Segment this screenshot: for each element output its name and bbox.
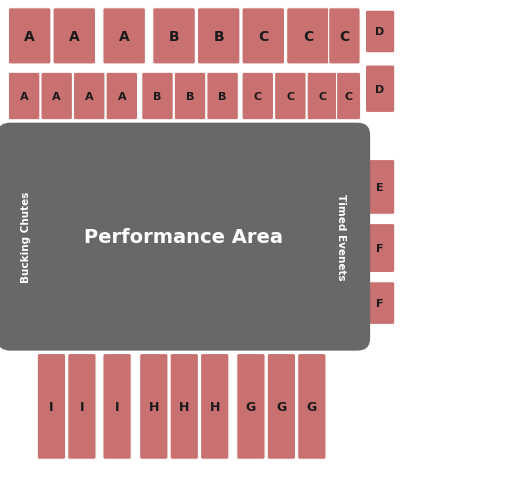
Text: A: A	[119, 30, 130, 44]
FancyBboxPatch shape	[53, 9, 96, 65]
Text: H: H	[209, 400, 220, 413]
Text: G: G	[307, 400, 317, 413]
FancyBboxPatch shape	[37, 354, 66, 459]
FancyBboxPatch shape	[275, 73, 306, 121]
Text: G: G	[246, 400, 256, 413]
FancyBboxPatch shape	[298, 354, 326, 459]
Text: G: G	[276, 400, 287, 413]
Text: A: A	[24, 30, 35, 44]
FancyBboxPatch shape	[41, 73, 72, 121]
Text: D: D	[375, 85, 385, 94]
FancyBboxPatch shape	[242, 73, 274, 121]
FancyBboxPatch shape	[68, 354, 96, 459]
FancyBboxPatch shape	[365, 160, 395, 215]
Text: A: A	[118, 92, 126, 102]
Text: B: B	[153, 92, 162, 102]
Text: C: C	[258, 30, 268, 44]
Text: B: B	[213, 30, 224, 44]
FancyBboxPatch shape	[153, 9, 195, 65]
Text: A: A	[20, 92, 28, 102]
Text: E: E	[376, 182, 384, 193]
Text: D: D	[375, 28, 385, 37]
Text: A: A	[85, 92, 93, 102]
Text: C: C	[339, 30, 350, 44]
FancyBboxPatch shape	[267, 354, 296, 459]
FancyBboxPatch shape	[197, 9, 240, 65]
Text: Bucking Chutes: Bucking Chutes	[21, 192, 32, 283]
FancyBboxPatch shape	[8, 73, 40, 121]
FancyBboxPatch shape	[365, 66, 395, 113]
FancyBboxPatch shape	[140, 354, 168, 459]
FancyBboxPatch shape	[170, 354, 198, 459]
FancyBboxPatch shape	[329, 9, 360, 65]
Text: I: I	[49, 400, 54, 413]
Text: B: B	[186, 92, 194, 102]
Text: H: H	[149, 400, 159, 413]
Text: H: H	[179, 400, 190, 413]
FancyBboxPatch shape	[103, 9, 145, 65]
FancyBboxPatch shape	[142, 73, 173, 121]
Text: F: F	[376, 299, 384, 308]
FancyBboxPatch shape	[74, 73, 105, 121]
FancyBboxPatch shape	[0, 123, 370, 351]
Text: C: C	[254, 92, 262, 102]
Text: Performance Area: Performance Area	[84, 227, 284, 247]
FancyBboxPatch shape	[365, 224, 395, 273]
FancyBboxPatch shape	[337, 73, 361, 121]
Text: I: I	[80, 400, 84, 413]
Text: C: C	[303, 30, 313, 44]
FancyBboxPatch shape	[237, 354, 265, 459]
FancyBboxPatch shape	[106, 73, 138, 121]
Text: I: I	[115, 400, 119, 413]
Text: C: C	[286, 92, 295, 102]
Text: A: A	[52, 92, 61, 102]
Text: Timed Evenets: Timed Evenets	[336, 194, 346, 280]
FancyBboxPatch shape	[103, 354, 131, 459]
FancyBboxPatch shape	[307, 73, 339, 121]
FancyBboxPatch shape	[365, 282, 395, 325]
FancyBboxPatch shape	[174, 73, 206, 121]
FancyBboxPatch shape	[201, 354, 229, 459]
FancyBboxPatch shape	[207, 73, 238, 121]
FancyBboxPatch shape	[287, 9, 329, 65]
Text: A: A	[69, 30, 80, 44]
FancyBboxPatch shape	[8, 9, 51, 65]
Text: B: B	[169, 30, 180, 44]
Text: C: C	[319, 92, 327, 102]
Text: B: B	[218, 92, 227, 102]
FancyBboxPatch shape	[242, 9, 285, 65]
FancyBboxPatch shape	[365, 11, 395, 54]
Text: F: F	[376, 243, 384, 254]
Text: C: C	[344, 92, 353, 102]
